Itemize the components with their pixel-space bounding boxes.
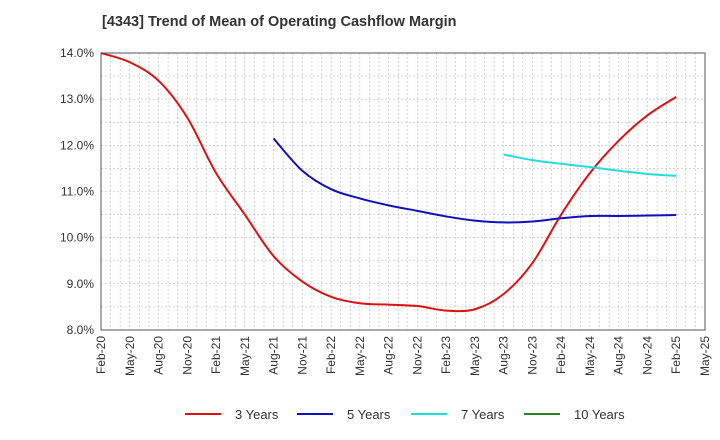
x-tick-label: Feb-21 [209,336,223,374]
series-line-3-years [100,52,677,313]
x-tick-label: May-25 [698,336,712,376]
legend-label: 7 Years [461,406,505,422]
series-line-7-years [503,153,677,177]
legend-item-10-years: 10 Years [524,404,625,424]
grid-lines [101,53,705,330]
x-axis: Feb-20 May-20 Aug-20 Nov-20 Feb-21 May-21 Aug-… [94,336,712,376]
x-tick-label: May-21 [238,336,252,376]
legend-label: 10 Years [574,406,625,422]
y-tick-label: 12.0% [60,138,94,152]
x-tick-label: Nov-21 [295,336,309,375]
y-tick-label: 14.0% [60,46,94,60]
legend-item-7-years: 7 Years [411,404,504,424]
legend-swatch [524,413,560,415]
x-tick-label: Nov-20 [180,336,194,375]
series-line-5-years [272,137,677,224]
x-tick-label: Feb-22 [324,336,338,374]
plot-frame [100,52,706,331]
x-tick-label: Nov-22 [410,336,424,375]
x-tick-label: Aug-22 [382,336,396,375]
x-tick-label: Aug-21 [267,336,281,375]
y-axis: 8.0% 9.0% 10.0% 11.0% 12.0% 13.0% 14.0% [60,46,94,337]
x-tick-label: May-22 [353,336,367,376]
series-layer [100,52,677,313]
x-tick-label: Aug-24 [612,336,626,375]
x-tick-label: May-20 [123,336,137,376]
legend-label: 3 Years [235,406,279,422]
x-tick-label: Aug-23 [497,336,511,375]
x-tick-label: Aug-20 [152,336,166,375]
legend-label: 5 Years [347,406,391,422]
x-tick-label: Nov-23 [525,336,539,375]
legend-item-3-years: 3 Years [185,404,278,424]
x-tick-label: Nov-24 [640,336,654,375]
legend-swatch [297,413,333,415]
x-tick-label: Feb-25 [669,336,683,374]
y-tick-label: 13.0% [60,92,94,106]
x-tick-label: Feb-24 [554,336,568,374]
y-tick-label: 10.0% [60,231,94,245]
x-tick-label: Feb-23 [439,336,453,374]
x-tick-label: May-24 [583,336,597,376]
legend: 3 Years 5 Years 7 Years 10 Years [0,404,720,424]
legend-item-5-years: 5 Years [297,404,390,424]
y-tick-label: 9.0% [67,277,95,291]
x-tick-label: May-23 [468,336,482,376]
chart-title: [4343] Trend of Mean of Operating Cashfl… [102,14,457,30]
y-tick-label: 8.0% [67,323,95,337]
legend-swatch [411,413,447,415]
x-tick-label: Feb-20 [94,336,108,374]
legend-swatch [185,413,221,415]
y-tick-label: 11.0% [61,185,94,199]
